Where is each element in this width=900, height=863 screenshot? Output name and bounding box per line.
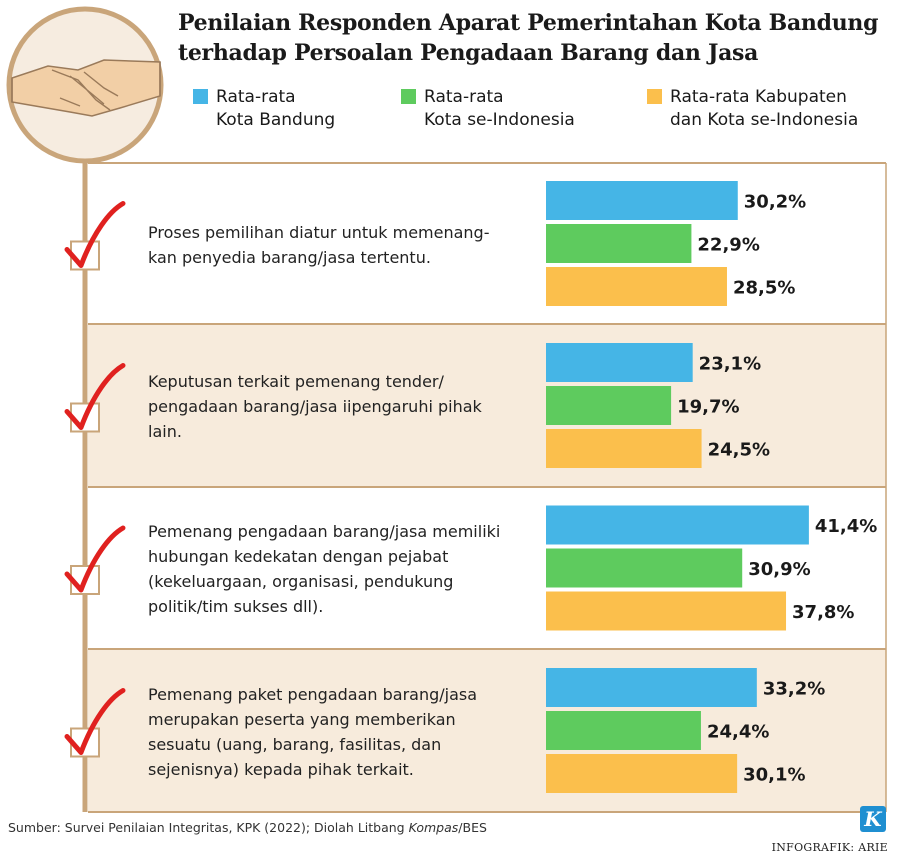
legend-item-kota-se-indonesia: Rata-rata Kota se-Indonesia [401, 86, 575, 132]
row-label-line: merupakan peserta yang memberikan [148, 709, 456, 729]
row-label: Proses pemilihan diatur untuk memenang-k… [148, 220, 533, 270]
row-label: Pemenang pengadaan barang/jasa memiliki h… [148, 519, 533, 619]
row-label-line: Keputusan terkait pemenang tender/ [148, 372, 444, 391]
row-label-line: pengadaan barang/jasa iipengaruhi pihak [148, 397, 482, 416]
bar-value-label: 30,9% [748, 559, 810, 580]
row-label: Keputusan terkait pemenang tender/pengad… [148, 369, 533, 444]
bar-value-label: 37,8% [792, 602, 854, 623]
bar-kabupaten-kota [546, 267, 727, 306]
legend-swatch-blue [193, 89, 208, 104]
kompas-logo: K [860, 806, 886, 832]
chart-title-line-2: terhadap Persoalan Pengadaan Barang dan … [178, 40, 759, 66]
bar-kota-indonesia [546, 711, 701, 750]
chart-title: Penilaian Responden Aparat Pemerintahan … [178, 8, 893, 68]
bar-value-label: 24,4% [707, 722, 769, 743]
bar-kabupaten-kota [546, 754, 738, 793]
row-label-line: politik/tim sukses dll). [148, 597, 324, 616]
row-dividers [88, 162, 887, 813]
bar-value-label: 28,5% [733, 278, 795, 299]
row-label-line: lain. [148, 422, 182, 441]
check-icon [64, 201, 126, 268]
bar-value-label: 30,1% [743, 765, 805, 786]
bar-value-label: 22,9% [697, 235, 759, 256]
row-label: Pemenang paket pengadaan barang/jasa meru… [148, 682, 533, 782]
bar-kota-indonesia [546, 224, 692, 263]
check-icon [64, 525, 126, 593]
row-label-line: Pemenang paket pengadaan barang/jasa [148, 684, 478, 704]
chart-title-line-1: Penilaian Responden Aparat Pemerintahan … [178, 10, 879, 36]
bar-kabupaten-kota [546, 429, 702, 468]
bar-value-label: 24,5% [708, 440, 770, 461]
checkmarks [64, 201, 126, 758]
row-label-line: hubungan kedekatan dengan pejabat [148, 547, 449, 566]
bar-kabupaten-kota [546, 591, 787, 631]
handshake-icon [11, 59, 161, 117]
infographic-credit: INFOGRAFIK: ARIE [771, 841, 888, 854]
row-background [88, 324, 886, 487]
legend-swatch-orange [647, 89, 662, 104]
row-label-line: (kekeluargaan, organisasi, pendukung [148, 572, 454, 591]
check-icon [64, 363, 126, 430]
bar-value-label: 30,2% [744, 192, 806, 213]
timeline [6, 6, 164, 812]
bar-kota-bandung [546, 343, 693, 382]
row-label-line: sesuatu (uang, barang, fasilitas, dan [148, 734, 442, 754]
legend-item-kota-bandung: Rata-rata Kota Bandung [193, 86, 335, 132]
legend-label: Rata-rata Kota Bandung [216, 87, 336, 130]
legend-label: Rata-rata Kabupaten dan Kota se-Indonesi… [670, 87, 859, 130]
bar-value-label: 19,7% [677, 397, 739, 418]
bar-kota-bandung [546, 668, 757, 707]
bar-kota-bandung [546, 181, 738, 220]
bar-kota-indonesia [546, 548, 743, 588]
row-label-line: kan penyedia barang/jasa tertentu. [148, 247, 431, 267]
legend-label: Rata-rata Kota se-Indonesia [424, 87, 575, 130]
bar-value-label: 41,4% [815, 516, 877, 537]
row-label-line: Pemenang pengadaan barang/jasa memiliki [148, 522, 501, 541]
bar-kota-bandung [546, 505, 809, 545]
source-note: Sumber: Survei Penilaian Integritas, KPK… [8, 820, 487, 835]
bar-kota-indonesia [546, 386, 672, 425]
bar-value-label: 23,1% [699, 354, 761, 375]
row-label-line: sejenisnya) kepada pihak terkait. [148, 759, 414, 779]
row-background [88, 163, 886, 324]
bar-value-label: 33,2% [763, 679, 825, 700]
legend-swatch-green [401, 89, 416, 104]
check-icon [64, 688, 126, 755]
legend-item-kabupaten-kota: Rata-rata Kabupaten dan Kota se-Indonesi… [647, 86, 858, 132]
bars: 30,2% 22,9% 28,5% 23,1% 19,7% 24,5% 41,4% 30,9%… [546, 181, 877, 793]
row-label-line: Proses pemilihan diatur untuk memenang- [148, 222, 490, 242]
